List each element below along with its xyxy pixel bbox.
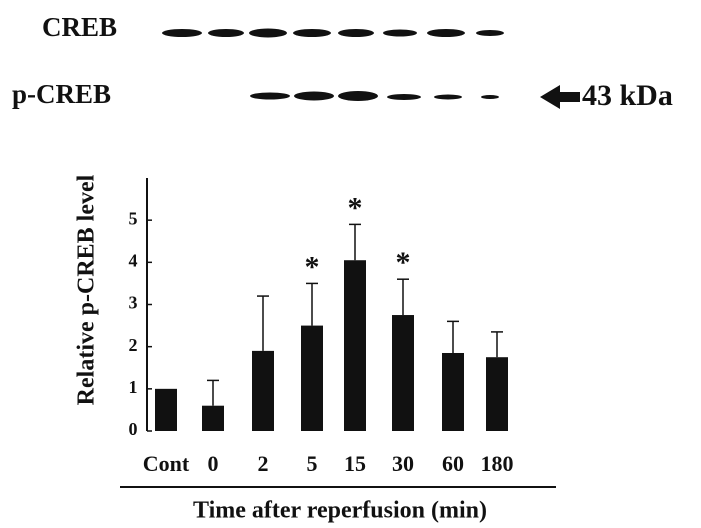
bar <box>486 357 508 431</box>
blot-row-label: CREB <box>42 12 117 42</box>
x-tick-label: 5 <box>307 451 318 476</box>
band <box>162 29 202 37</box>
x-tick-label: 2 <box>258 451 269 476</box>
y-tick-label: 1 <box>129 377 138 397</box>
x-axis-title: Time after reperfusion (min) <box>193 498 487 524</box>
bar <box>392 315 414 431</box>
bar <box>301 326 323 431</box>
bar <box>155 389 177 431</box>
y-tick-label: 2 <box>129 335 138 355</box>
bar <box>252 351 274 431</box>
band <box>249 29 287 38</box>
blot-row-label: p-CREB <box>12 79 111 109</box>
x-tick-label: 60 <box>442 451 464 476</box>
band <box>387 94 421 100</box>
band <box>294 92 334 101</box>
x-tick-label: 0 <box>208 451 219 476</box>
band <box>338 91 378 101</box>
band <box>250 93 290 100</box>
bar <box>202 406 224 431</box>
bar <box>344 260 366 431</box>
x-tick-label: 30 <box>392 451 414 476</box>
band <box>476 30 504 36</box>
band <box>293 29 331 37</box>
marker-arrow <box>540 85 580 109</box>
band <box>434 95 462 100</box>
pcreb-bands <box>250 91 499 101</box>
x-tick-label: 180 <box>481 451 514 476</box>
creb-bands <box>162 29 504 38</box>
y-axis-title: Relative p-CREB level <box>74 174 100 405</box>
band <box>208 29 244 37</box>
band <box>427 29 465 37</box>
significance-mark: * <box>396 246 411 279</box>
band <box>383 30 417 37</box>
significance-mark: * <box>348 191 363 224</box>
y-tick-label: 3 <box>129 293 138 313</box>
bar <box>442 353 464 431</box>
marker-label: 43 kDa <box>582 79 673 112</box>
x-tick-label: Cont <box>143 451 190 476</box>
blot: CREB p-CREB 43 kDa <box>12 12 673 112</box>
significance-mark: * <box>305 250 320 283</box>
x-tick-label: 15 <box>344 451 366 476</box>
y-tick-label: 5 <box>129 208 138 228</box>
figure: CREB p-CREB 43 kDa Relative p-CREB level… <box>0 0 701 528</box>
y-tick-label: 0 <box>129 419 138 439</box>
band <box>481 95 499 99</box>
y-tick-label: 4 <box>129 250 138 270</box>
band <box>338 29 374 37</box>
